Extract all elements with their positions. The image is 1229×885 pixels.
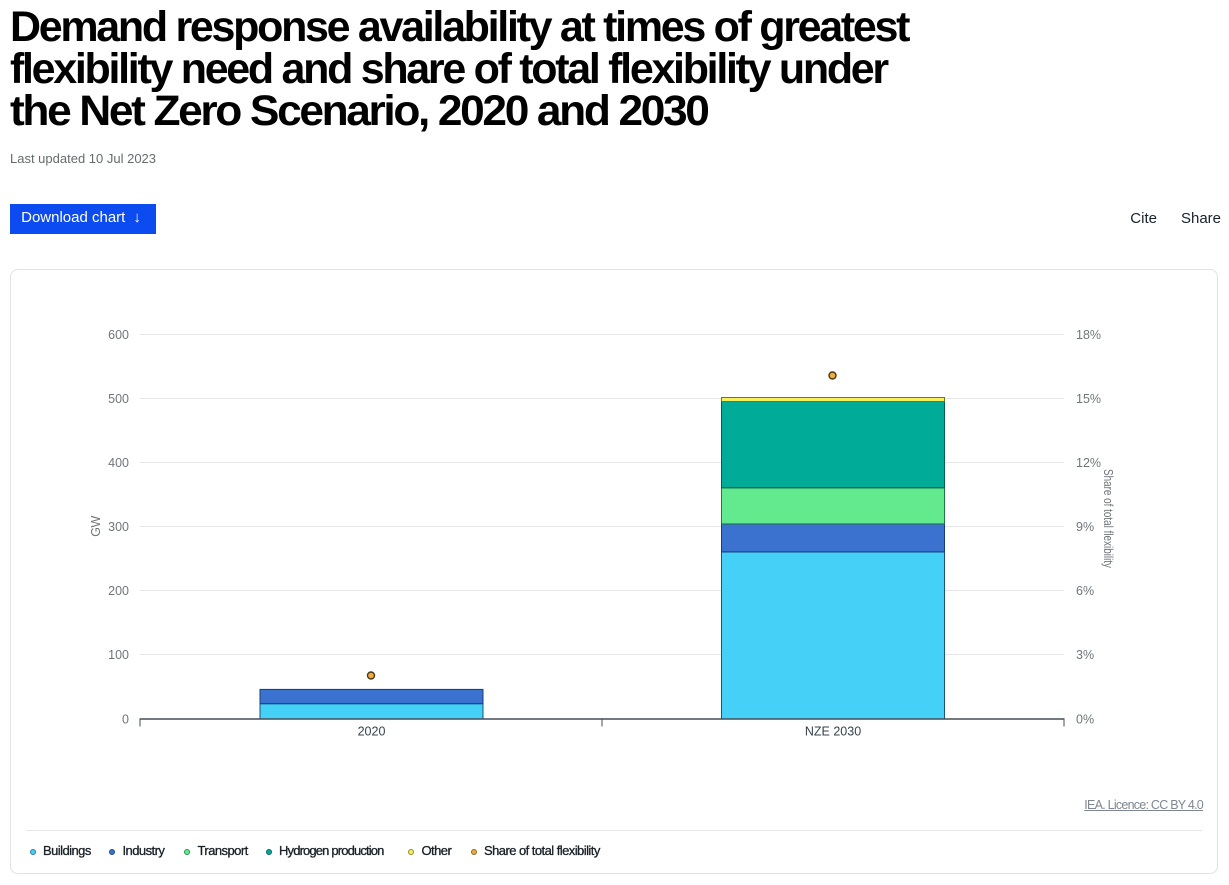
svg-text:15%: 15% [1076, 392, 1101, 406]
svg-text:GW: GW [89, 516, 103, 537]
svg-text:18%: 18% [1076, 328, 1101, 342]
svg-text:400: 400 [108, 456, 129, 470]
svg-text:NZE 2030: NZE 2030 [805, 725, 861, 739]
svg-text:600: 600 [108, 328, 129, 342]
svg-text:6%: 6% [1076, 584, 1094, 598]
svg-text:0%: 0% [1076, 713, 1094, 727]
svg-text:3%: 3% [1076, 648, 1094, 662]
svg-text:Share of total flexibility: Share of total flexibility [1101, 469, 1115, 569]
svg-text:300: 300 [108, 520, 129, 534]
svg-text:0: 0 [122, 713, 129, 727]
svg-text:9%: 9% [1076, 520, 1094, 534]
svg-text:500: 500 [108, 392, 129, 406]
svg-text:12%: 12% [1076, 456, 1101, 470]
svg-text:200: 200 [108, 584, 129, 598]
svg-text:100: 100 [108, 648, 129, 662]
svg-text:2020: 2020 [358, 725, 386, 739]
